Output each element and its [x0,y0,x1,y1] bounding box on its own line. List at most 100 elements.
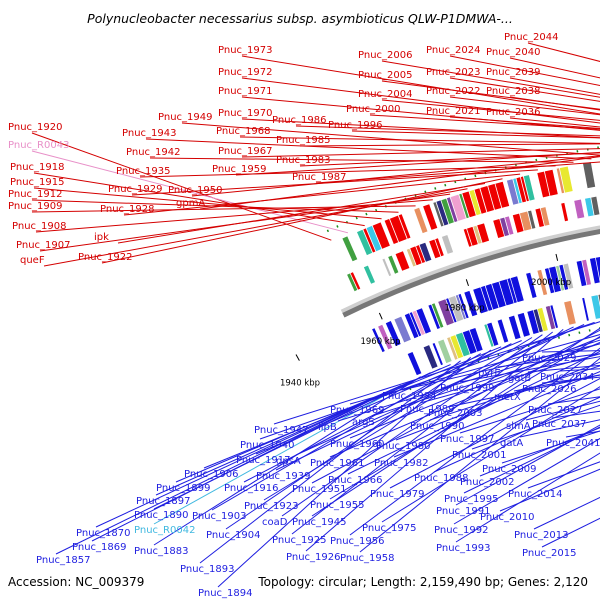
leader-line [463,426,600,494]
gene-label-lower: Pnuc_1955 [310,500,364,511]
leader-line [241,148,600,158]
gene-label-upper: Pnuc_2024 [426,45,480,56]
gene-label-lower: gatA [500,438,523,449]
gene-label-lower: coaD [262,517,288,528]
gene-label-upper: Pnuc_1907 [16,240,70,251]
forward-strand-feature-block [366,225,382,252]
leader-line [381,80,600,110]
forward-arrow-feature-block [585,197,594,217]
leader-line [453,437,600,525]
reverse-strand-feature-block [412,310,425,336]
leader-line [349,347,600,536]
reverse-strand-feature-block [481,285,493,311]
forward-arrow-feature-block [406,248,416,267]
reverse-strand-feature-block [510,276,524,303]
leader-line [239,136,600,144]
gene-label-lower: Pnuc_2014 [508,489,562,500]
gene-label-upper: Pnuc_1968 [216,126,270,137]
forward-strand-feature-block [544,169,558,196]
reverse-strand-feature-block [549,266,561,293]
forward-strand-feature-block [469,189,481,216]
forward-arrow-feature-block [591,196,600,216]
gene-label-upper: Pnuc_1971 [218,86,272,97]
forward-strand-feature-block [398,214,411,239]
forward-strand-feature-block [506,179,519,205]
gene-label-lower: Pnuc_1870 [76,528,130,539]
leader-line [241,55,600,115]
gene-label-lower: Pnuc_1883 [134,546,188,557]
leader-line [145,138,592,160]
reverse-outer-feature-block [497,319,509,343]
leader-line [449,96,600,116]
forward-strand-feature-block [474,188,487,214]
leader-line [311,329,600,484]
leader-line [299,152,600,167]
feature-tracks [342,162,600,376]
forward-strand-feature-block [357,229,373,256]
reverse-strand-feature-block [404,313,419,339]
gene-label-lower: Pnuc_1917 [236,455,290,466]
forward-arrow-feature-block [512,213,524,233]
gene-label-lower: Pnuc_1897 [136,496,190,507]
reverse-outer-feature-block [455,332,470,357]
reverse-strand-feature-block [563,263,574,289]
gene-label-lower: Pnuc_1926 [286,552,340,563]
reverse-outer-feature-block [517,312,530,337]
forward-arrow-feature-block [429,239,441,259]
leader-line [33,187,382,220]
gene-label-upper: Pnuc_1972 [218,67,272,78]
reverse-strand-feature-block [458,293,469,319]
forward-arrow-feature-block [473,225,482,244]
reverse-strand-feature-block [473,287,488,314]
reverse-strand-feature-block [394,316,411,343]
gene-label-lower: Pnuc_2002 [460,477,514,488]
gene-label-upper: Pnuc_1920 [8,122,62,133]
forward-arrow-feature-block [535,208,544,227]
leader-line [429,365,600,421]
leader-line [401,343,600,391]
forward-arrow-feature-block [410,246,422,266]
forward-arrow-feature-block [540,207,550,226]
gene-label-lower: Pnuc_1990 [410,421,464,432]
reverse-strand-feature-block [556,265,565,291]
gene-label-lower: slmA [506,421,531,432]
gene-label-upper: Pnuc_1986 [272,115,326,126]
reverse-strand-feature-block [372,328,385,353]
gene-label-lower: Pnuc_1995 [444,494,498,505]
leader-line [123,173,521,216]
forward-strand-feature-block [459,193,469,219]
tick-mark [295,354,300,361]
forward-arrow-feature-block [382,258,392,277]
gene-label-upper: Pnuc_2023 [426,67,480,78]
leader-line [509,96,600,111]
tick-mark [555,253,559,261]
gene-labels: Pnuc_1920Pnuc_R0043Pnuc_1918Pnuc_1915Pnu… [8,32,600,599]
gene-label-lower: Pnuc_1956 [330,536,384,547]
reverse-outer-feature-block [533,309,543,333]
forward-arrow-feature-block [561,202,569,222]
reverse-outer-feature-block [484,324,494,347]
reverse-strand-feature-block [378,324,393,350]
leader-line [117,183,486,244]
reverse-strand-feature-block [589,257,600,284]
leader-line [501,430,600,464]
gene-label-lower: Pnuc_1893 [180,564,234,575]
forward-arrow-feature-block [477,223,490,243]
forward-strand-feature-block [450,194,466,221]
leader-line [369,114,600,130]
gene-label-lower: Pnuc_2015 [522,548,576,559]
leader-line [389,378,600,489]
gene-label-upper: ipk [94,232,109,243]
gene-label-upper: Pnuc_1985 [276,135,330,146]
forward-strand-feature-block [441,198,454,224]
leader-line [281,334,543,517]
forward-arrow-feature-block [441,235,454,254]
leader-line [459,388,600,434]
leader-line [139,165,556,178]
leader-line [449,55,600,87]
gene-label-lower: Pnuc_1857 [36,555,90,566]
forward-strand-feature-block [436,200,449,226]
reverse-outer-feature-block [447,337,458,360]
leader-line [299,143,600,147]
forward-arrow-feature-block [505,216,514,235]
